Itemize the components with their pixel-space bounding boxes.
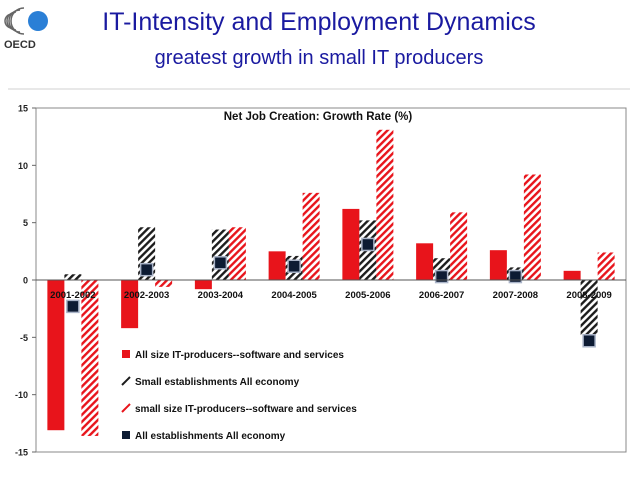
legend-label: All size IT-producers--software and serv… [135,350,344,361]
y-tick-label: -5 [20,333,28,343]
slide-subtitle: greatest growth in small IT producers [154,47,484,69]
legend-swatch-hatched-black [121,376,131,386]
marker-all-establishments-2007-2008 [508,269,523,284]
x-category-label: 2005-2006 [345,290,390,301]
y-tick-label: 0 [23,276,28,286]
bar-hatched-red-2006-2007 [450,212,468,280]
y-tick-label: -15 [15,448,28,458]
bar-hatched-red-2003-2004 [228,227,246,280]
legend-label: All establishments All economy [135,431,286,442]
oecd-logo-dot [28,11,48,31]
bar-hatched-red-2001-2002 [81,280,99,436]
x-category-label: 2006-2007 [419,290,464,301]
x-category-label: 2003-2004 [198,290,244,301]
marker-all-establishments-2006-2007 [434,269,449,284]
bar-solid-red-2008-2009 [563,270,581,280]
legend-swatch-marker-navy [122,431,130,439]
chart-title: Net Job Creation: Growth Rate (%) [224,111,413,123]
bar-solid-red-2007-2008 [489,250,507,280]
x-category-label: 2008-2009 [566,290,611,301]
oecd-logo: OECD [2,2,50,52]
bar-solid-red-2001-2002 [47,280,65,431]
oecd-logo-arcs [4,7,25,35]
bar-hatched-black-2003-2004 [211,229,229,280]
x-category-label: 2007-2008 [493,290,538,301]
x-category-label: 2002-2003 [124,290,169,301]
slide-title: IT-Intensity and Employment Dynamics [102,8,536,36]
marker-all-establishments-2002-2003 [139,262,154,277]
bar-hatched-black-2001-2002 [64,274,82,280]
y-tick-label: 10 [18,161,28,171]
oecd-logo-text: OECD [4,39,36,51]
bar-solid-red-2006-2007 [416,243,434,280]
bar-solid-red-2003-2004 [194,280,212,290]
marker-all-establishments-2001-2002 [66,299,80,314]
y-tick-label: 15 [18,104,28,114]
bar-hatched-black-2008-2009 [580,280,598,336]
legend-swatch-solid-red [122,350,130,358]
bar-solid-red-2004-2005 [268,251,286,280]
marker-all-establishments-2004-2005 [287,259,301,273]
bar-hatched-red-2007-2008 [523,174,541,280]
bar-hatched-red-2002-2003 [155,280,173,287]
bar-hatched-red-2004-2005 [302,192,320,280]
marker-all-establishments-2008-2009 [582,334,596,348]
legend-label: Small establishments All economy [135,377,300,388]
x-category-label: 2001-2002 [50,290,95,301]
bar-solid-red-2002-2003 [121,280,139,329]
bar-solid-red-2005-2006 [342,208,360,280]
bar-hatched-red-2005-2006 [376,129,394,280]
marker-all-establishments-2003-2004 [213,256,228,270]
y-tick-label: -10 [15,390,28,400]
legend-label: small size IT-producers--software and se… [135,404,357,415]
x-category-label: 2004-2005 [271,290,317,301]
bar-hatched-red-2008-2009 [597,252,615,280]
marker-all-establishments-2005-2006 [361,237,375,252]
y-tick-label: 5 [23,218,28,228]
legend-swatch-hatched-red [121,403,131,413]
